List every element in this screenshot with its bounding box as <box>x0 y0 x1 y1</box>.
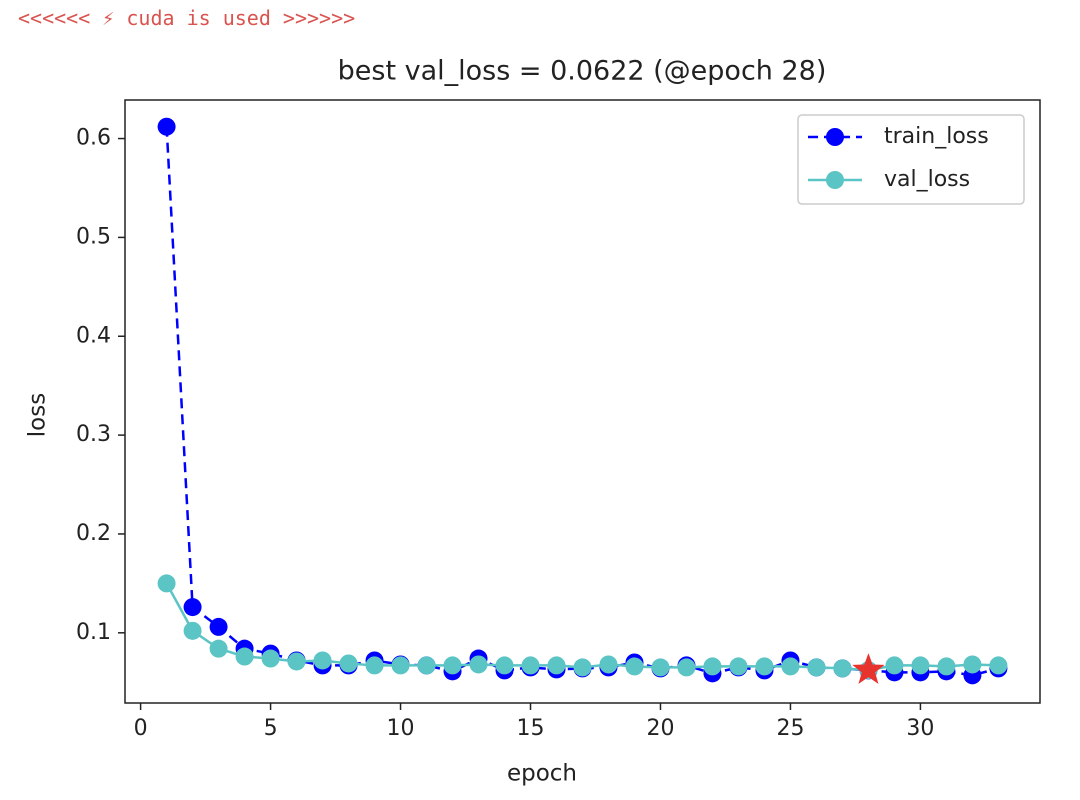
y-tick-label: 0.5 <box>76 224 111 249</box>
x-tick-label: 0 <box>134 716 148 741</box>
y-tick-label: 0.6 <box>76 126 111 151</box>
point <box>209 639 228 658</box>
point <box>807 658 826 677</box>
x-tick-label: 30 <box>906 716 934 741</box>
best-marker <box>852 653 885 684</box>
point <box>495 656 514 675</box>
point <box>157 117 176 136</box>
point <box>573 658 592 677</box>
console-log: <<<<<< ⚡ cuda is used >>>>>> <box>18 6 356 30</box>
legend-marker <box>826 128 844 146</box>
point <box>677 658 696 677</box>
point <box>391 656 410 675</box>
point <box>521 656 540 675</box>
point <box>157 574 176 593</box>
point <box>365 656 384 675</box>
point <box>183 621 202 640</box>
point <box>989 656 1008 675</box>
y-tick-label: 0.2 <box>76 521 111 546</box>
line <box>165 126 999 677</box>
x-tick-label: 5 <box>264 716 278 741</box>
point <box>781 657 800 676</box>
x-tick-label: 25 <box>776 716 804 741</box>
y-tick-label: 0.3 <box>76 422 111 447</box>
chart-title: best val_loss = 0.0622 (@epoch 28) <box>338 56 827 87</box>
x-tick-label: 20 <box>646 716 674 741</box>
point <box>755 657 774 676</box>
y-axis-label: loss <box>25 393 51 437</box>
point <box>729 657 748 676</box>
point <box>599 655 618 674</box>
point <box>833 659 852 678</box>
point <box>911 656 930 675</box>
point <box>287 652 306 671</box>
point <box>417 656 436 675</box>
point <box>183 598 202 617</box>
y-tick-label: 0.4 <box>76 323 111 348</box>
point <box>625 657 644 676</box>
x-tick-label: 10 <box>387 716 415 741</box>
point <box>651 658 670 677</box>
legend-box <box>797 114 1025 205</box>
point <box>339 654 358 673</box>
point <box>261 649 280 668</box>
legend-label: train_loss <box>884 124 989 149</box>
y-tick-label: 0.1 <box>76 620 111 645</box>
point <box>937 657 956 676</box>
legend-label: val_loss <box>884 167 970 192</box>
legend: train_loss val_loss <box>797 114 1025 205</box>
plot-frame <box>124 99 1041 704</box>
x-axis-label: epoch <box>507 761 577 787</box>
point <box>235 647 254 666</box>
x-tick-label: 15 <box>517 716 545 741</box>
point <box>885 656 904 675</box>
legend-marker <box>826 171 844 189</box>
point <box>703 657 722 676</box>
point <box>313 651 332 670</box>
point <box>547 656 566 675</box>
point <box>963 655 982 674</box>
point <box>443 656 462 675</box>
point <box>209 617 228 636</box>
point <box>469 655 488 674</box>
